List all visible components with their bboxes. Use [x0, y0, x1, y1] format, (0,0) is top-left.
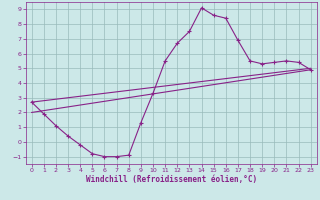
- X-axis label: Windchill (Refroidissement éolien,°C): Windchill (Refroidissement éolien,°C): [86, 175, 257, 184]
